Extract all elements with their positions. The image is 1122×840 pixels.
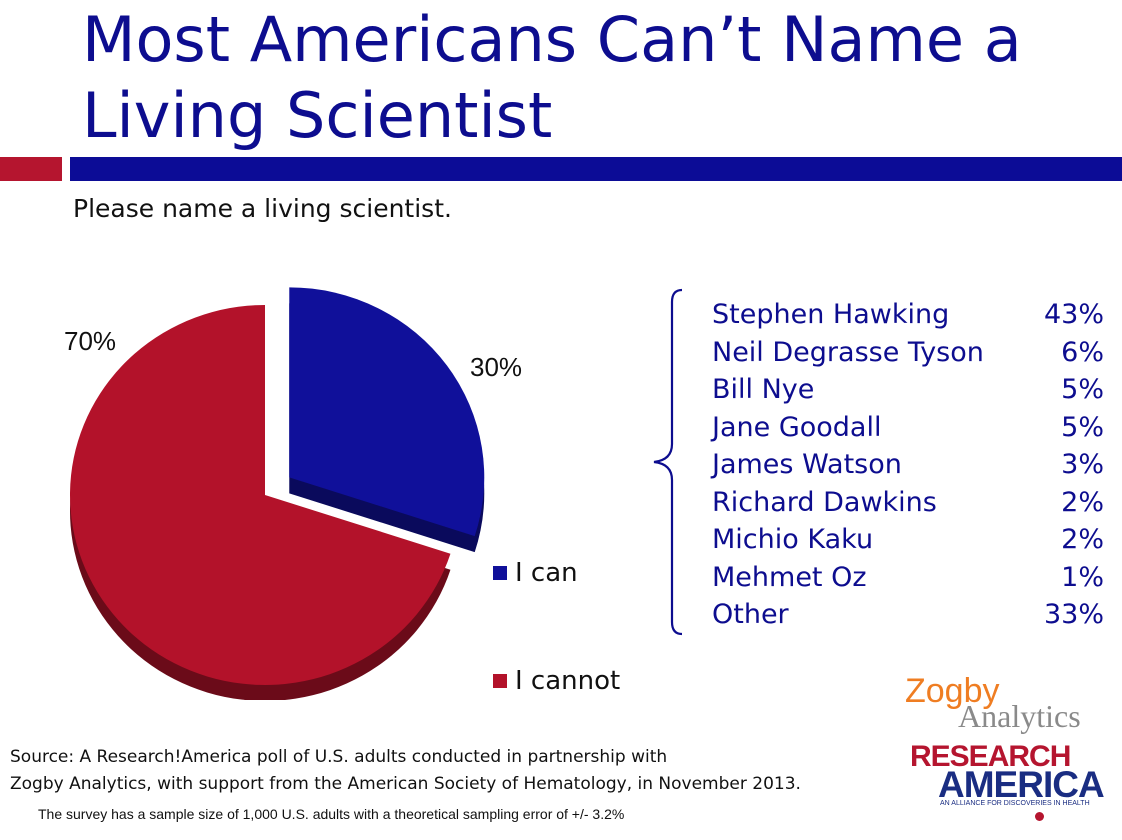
breakdown-row: Neil Degrasse Tyson 6% — [712, 334, 1104, 372]
research-america-tagline: AN ALLIANCE FOR DISCOVERIES IN HEALTH — [940, 800, 1090, 807]
scientist-breakdown-list: Stephen Hawking 43% Neil Degrasse Tyson 6% B… — [712, 296, 1104, 634]
scientist-name: Bill Nye — [712, 374, 815, 405]
breakdown-row: Other 33% — [712, 596, 1104, 634]
zogby-logo-top: Zogby — [905, 672, 1000, 710]
scientist-name: Michio Kaku — [712, 524, 874, 555]
research-america-dot — [1035, 812, 1044, 821]
legend-label-can: I can — [515, 558, 578, 588]
research-america-logo-bottom: AMERICA — [938, 764, 1105, 805]
scientist-pct: 2% — [1061, 524, 1104, 555]
sample-note: The survey has a sample size of 1,000 U.… — [38, 806, 625, 822]
pie-chart — [70, 287, 485, 700]
scientist-pct: 5% — [1061, 411, 1104, 443]
scientist-name: Mehmet Oz — [712, 561, 867, 593]
scientist-name: Other — [712, 599, 789, 630]
source-line-1: Source: A Research!America poll of U.S. … — [10, 747, 668, 767]
scientist-name: Neil Degrasse Tyson — [712, 336, 984, 368]
pie-slice-can — [289, 287, 485, 553]
breakdown-row: Michio Kaku 2% — [712, 521, 1104, 559]
breakdown-row: Stephen Hawking 43% — [712, 296, 1104, 334]
breakdown-row: Jane Goodall 5% — [712, 409, 1104, 447]
page-title: Most Americans Can’t Name a Living Scien… — [82, 3, 1022, 152]
accent-bar-red — [0, 157, 62, 181]
legend-item-can: I can — [493, 558, 578, 588]
scientist-pct: 2% — [1061, 486, 1104, 518]
scientist-pct: 5% — [1061, 374, 1104, 405]
legend-label-cannot: I cannot — [515, 666, 621, 696]
scientist-name: Stephen Hawking — [712, 299, 950, 330]
survey-question: Please name a living scientist. — [73, 194, 452, 223]
legend-item-cannot: I cannot — [493, 666, 620, 696]
source-line-2: Zogby Analytics, with support from the A… — [10, 774, 801, 794]
breakdown-row: Mehmet Oz 1% — [712, 559, 1104, 597]
scientist-pct: 33% — [1043, 599, 1104, 630]
scientist-name: Richard Dawkins — [712, 486, 937, 518]
breakdown-row: James Watson 3% — [712, 446, 1104, 484]
source-note: Source: A Research!America poll of U.S. … — [10, 744, 801, 798]
scientist-pct: 1% — [1061, 561, 1104, 593]
scientist-name: Jane Goodall — [712, 411, 882, 443]
pie-label-can: 30% — [470, 352, 523, 382]
legend-swatch-cannot — [493, 674, 507, 688]
pie-label-cannot: 70% — [64, 326, 117, 356]
scientist-pct: 6% — [1061, 336, 1104, 368]
zogby-logo-bottom: Analytics — [958, 698, 1081, 734]
scientist-pct: 43% — [1043, 299, 1104, 330]
pie-slice-cannot — [70, 305, 451, 700]
research-america-logo-top: RESEARCH — [910, 740, 1071, 773]
breakdown-row: Richard Dawkins 2% — [712, 484, 1104, 522]
legend-swatch-can — [493, 566, 507, 580]
scientist-name: James Watson — [712, 449, 902, 480]
breakdown-row: Bill Nye 5% — [712, 371, 1104, 409]
scientist-pct: 3% — [1061, 449, 1104, 480]
brace-icon — [653, 288, 683, 636]
accent-bar-blue — [70, 157, 1122, 181]
